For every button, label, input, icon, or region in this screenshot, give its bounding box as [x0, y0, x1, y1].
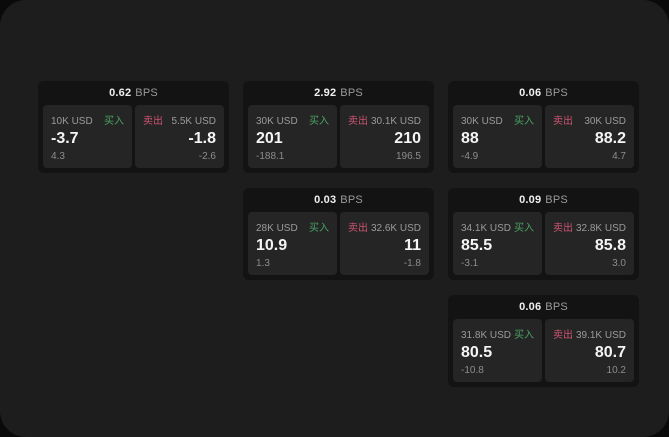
buy-sub-value: -188.1	[256, 150, 285, 162]
card-header: 0.62 BPS	[38, 81, 229, 105]
sell-panel[interactable]: 卖出 5.5K USD -1.8 -2.6	[135, 105, 224, 168]
buy-main-value: 88	[461, 130, 479, 148]
quote-card: 2.92 BPS 30K USD 买入 201 -188.1 卖出 30.1K U…	[243, 81, 434, 173]
buy-sell-panels: 30K USD 买入 201 -188.1 卖出 30.1K USD 210 1…	[243, 105, 434, 173]
buy-sub-value: 4.3	[51, 150, 65, 162]
sell-main-value: 85.8	[594, 237, 626, 255]
bps-value: 2.92	[314, 87, 337, 99]
buy-size-label: 30K USD	[256, 116, 298, 127]
card-header: 2.92 BPS	[243, 81, 434, 105]
card-header: 0.03 BPS	[243, 188, 434, 212]
buy-size-label: 30K USD	[461, 116, 503, 127]
sell-size-label: 32.6K USD	[370, 223, 421, 234]
buy-sub-value: -10.8	[461, 364, 484, 376]
buy-sub-value: -4.9	[461, 150, 479, 162]
buy-panel[interactable]: 30K USD 买入 88 -4.9	[453, 105, 542, 168]
sell-side-label: 卖出	[553, 116, 573, 127]
buy-sell-panels: 34.1K USD 买入 85.5 -3.1 卖出 32.8K USD 85.8…	[448, 212, 639, 280]
sell-sub-value: 3.0	[612, 257, 626, 269]
buy-main-value: 10.9	[256, 237, 288, 255]
quote-card: 0.62 BPS 10K USD 买入 -3.7 4.3 卖出 5.5K USD …	[38, 81, 229, 173]
buy-sell-panels: 28K USD 买入 10.9 1.3 卖出 32.6K USD 11 -1.8	[243, 212, 434, 280]
sell-sub-value: 196.5	[395, 150, 421, 162]
sell-panel[interactable]: 卖出 30.1K USD 210 196.5	[340, 105, 429, 168]
buy-main-value: -3.7	[51, 130, 79, 148]
sell-side-label: 卖出	[143, 116, 163, 127]
sell-sub-value: -1.8	[403, 257, 421, 269]
sell-main-value: -1.8	[188, 130, 216, 148]
buy-side-label: 买入	[514, 223, 534, 234]
buy-panel[interactable]: 31.8K USD 买入 80.5 -10.8	[453, 319, 542, 382]
card-header: 0.06 BPS	[448, 81, 639, 105]
bps-unit-label: BPS	[545, 194, 568, 206]
sell-size-label: 39.1K USD	[575, 330, 626, 341]
bps-value: 0.06	[519, 301, 542, 313]
sell-panel[interactable]: 卖出 32.8K USD 85.8 3.0	[545, 212, 634, 275]
sell-size-label: 30K USD	[584, 116, 626, 127]
buy-main-value: 80.5	[461, 344, 493, 362]
buy-panel[interactable]: 34.1K USD 买入 85.5 -3.1	[453, 212, 542, 275]
sell-panel[interactable]: 卖出 32.6K USD 11 -1.8	[340, 212, 429, 275]
buy-panel[interactable]: 10K USD 买入 -3.7 4.3	[43, 105, 132, 168]
buy-size-label: 31.8K USD	[461, 330, 512, 341]
quote-card-grid: 0.62 BPS 10K USD 买入 -3.7 4.3 卖出 5.5K USD …	[38, 81, 639, 387]
buy-main-value: 201	[256, 130, 283, 148]
quote-card: 0.03 BPS 28K USD 买入 10.9 1.3 卖出 32.6K USD…	[243, 188, 434, 280]
quote-card: 0.09 BPS 34.1K USD 买入 85.5 -3.1 卖出 32.8K …	[448, 188, 639, 280]
buy-sell-panels: 10K USD 买入 -3.7 4.3 卖出 5.5K USD -1.8 -2.…	[38, 105, 229, 173]
sell-sub-value: 4.7	[612, 150, 626, 162]
buy-panel[interactable]: 28K USD 买入 10.9 1.3	[248, 212, 337, 275]
sell-sub-value: -2.6	[198, 150, 216, 162]
buy-sub-value: -3.1	[461, 257, 479, 269]
bps-value: 0.06	[519, 87, 542, 99]
sell-size-label: 30.1K USD	[370, 116, 421, 127]
buy-side-label: 买入	[514, 116, 534, 127]
buy-sell-panels: 31.8K USD 买入 80.5 -10.8 卖出 39.1K USD 80.…	[448, 319, 639, 387]
buy-sell-panels: 30K USD 买入 88 -4.9 卖出 30K USD 88.2 4.7	[448, 105, 639, 173]
bps-unit-label: BPS	[340, 194, 363, 206]
buy-size-label: 34.1K USD	[461, 223, 512, 234]
bps-unit-label: BPS	[545, 87, 568, 99]
sell-main-value: 80.7	[594, 344, 626, 362]
sell-sub-value: 10.2	[606, 364, 626, 376]
buy-side-label: 买入	[514, 330, 534, 341]
buy-side-label: 买入	[309, 116, 329, 127]
sell-main-value: 11	[404, 237, 421, 255]
bps-value: 0.09	[519, 194, 542, 206]
bps-unit-label: BPS	[340, 87, 363, 99]
sell-main-value: 88.2	[594, 130, 626, 148]
buy-panel[interactable]: 30K USD 买入 201 -188.1	[248, 105, 337, 168]
buy-size-label: 10K USD	[51, 116, 93, 127]
sell-side-label: 卖出	[553, 330, 573, 341]
card-header: 0.09 BPS	[448, 188, 639, 212]
bps-unit-label: BPS	[545, 301, 568, 313]
sell-side-label: 卖出	[553, 223, 573, 234]
quote-card: 0.06 BPS 31.8K USD 买入 80.5 -10.8 卖出 39.1K…	[448, 295, 639, 387]
card-header: 0.06 BPS	[448, 295, 639, 319]
sell-main-value: 210	[394, 130, 421, 148]
sell-panel[interactable]: 卖出 39.1K USD 80.7 10.2	[545, 319, 634, 382]
bps-value: 0.62	[109, 87, 132, 99]
buy-sub-value: 1.3	[256, 257, 270, 269]
buy-size-label: 28K USD	[256, 223, 298, 234]
sell-size-label: 32.8K USD	[575, 223, 626, 234]
quote-card: 0.06 BPS 30K USD 买入 88 -4.9 卖出 30K USD 88…	[448, 81, 639, 173]
sell-side-label: 卖出	[348, 116, 368, 127]
buy-main-value: 85.5	[461, 237, 493, 255]
buy-side-label: 买入	[104, 116, 124, 127]
bps-unit-label: BPS	[135, 87, 158, 99]
sell-panel[interactable]: 卖出 30K USD 88.2 4.7	[545, 105, 634, 168]
sell-size-label: 5.5K USD	[171, 116, 216, 127]
bps-value: 0.03	[314, 194, 337, 206]
sell-side-label: 卖出	[348, 223, 368, 234]
buy-side-label: 买入	[309, 223, 329, 234]
